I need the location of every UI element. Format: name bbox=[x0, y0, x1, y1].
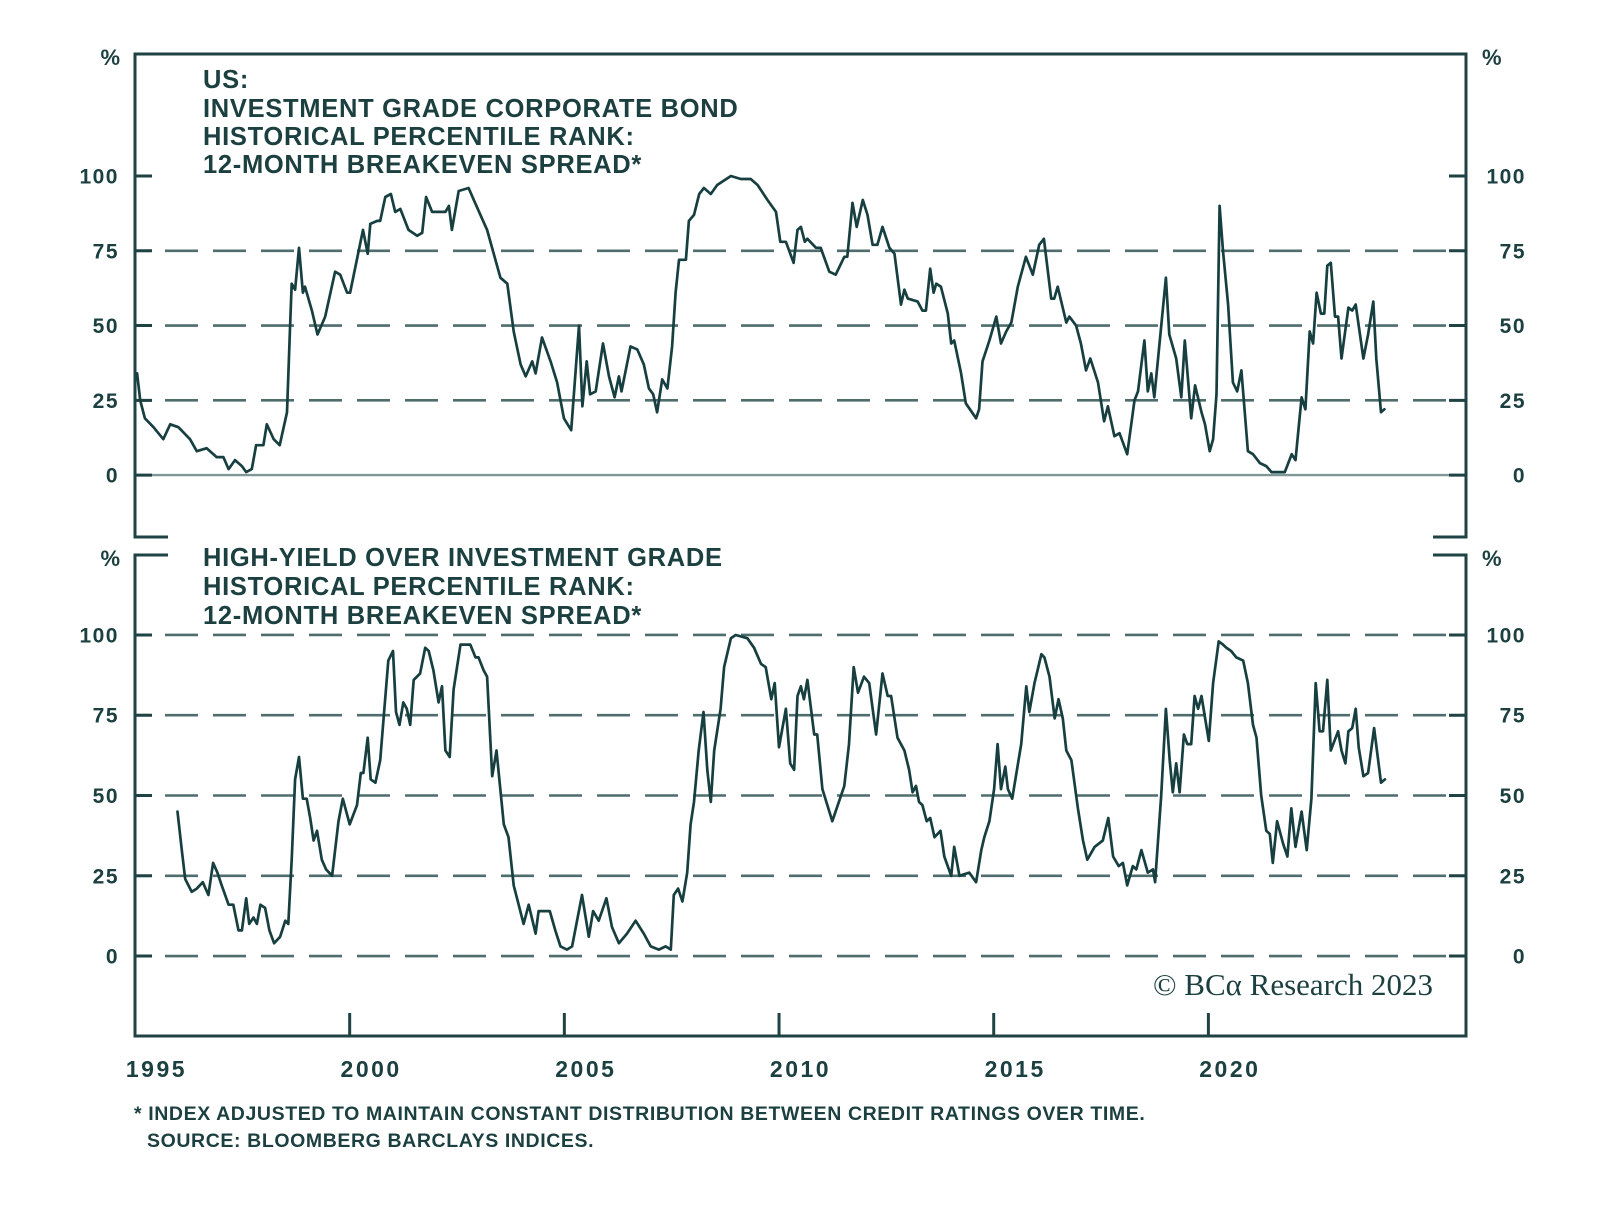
x-tick-label: 2000 bbox=[341, 1056, 402, 1082]
panel-frame bbox=[133, 553, 1468, 1038]
panel-investment-grade: 0 0 25 25 50 50 75 75 100 100%% bbox=[79, 45, 1526, 539]
y-tick-label-left: 50 bbox=[93, 315, 119, 338]
y-tick-label-right: 75 bbox=[1500, 705, 1526, 728]
y-tick-label-left: 50 bbox=[93, 785, 119, 808]
y-tick-label-right: 25 bbox=[1500, 390, 1526, 413]
top-title-line-4: 12-MONTH BREAKEVEN SPREAD* bbox=[203, 151, 642, 179]
y-unit-label-right: % bbox=[1482, 45, 1502, 70]
x-tick-label: 2010 bbox=[770, 1056, 831, 1082]
y-tick-label-left: 0 bbox=[106, 946, 119, 969]
x-tick-label: 1995 bbox=[126, 1056, 187, 1082]
y-tick-label-right: 75 bbox=[1500, 240, 1526, 263]
y-tick-label-right: 25 bbox=[1500, 865, 1526, 888]
y-tick-label-left: 75 bbox=[93, 240, 119, 263]
copyright-notice: © BCα Research 2023 bbox=[1153, 967, 1433, 1002]
y-tick-label-right: 0 bbox=[1513, 946, 1526, 969]
bottom-title-line-2: HISTORICAL PERCENTILE RANK: bbox=[203, 573, 635, 601]
footnote-line-2: SOURCE: BLOOMBERG BARCLAYS INDICES. bbox=[147, 1130, 594, 1152]
top-panel-title: US: INVESTMENT GRADE CORPORATE BOND HIST… bbox=[203, 66, 739, 179]
top-title-line-2: INVESTMENT GRADE CORPORATE BOND bbox=[203, 95, 739, 123]
y-tick-label-left: 25 bbox=[93, 390, 119, 413]
series-line-top bbox=[135, 174, 1386, 474]
series-line-bottom bbox=[176, 633, 1387, 951]
x-axis: 1995 2000 2005 2010 2015 2020 bbox=[126, 1013, 1260, 1082]
bottom-panel-title: HIGH-YIELD OVER INVESTMENT GRADE HISTORI… bbox=[203, 544, 723, 630]
panel-frame bbox=[133, 52, 1468, 539]
y-unit-label-right: % bbox=[1482, 546, 1502, 571]
panel-high-yield-over-investment-grade: 0 0 25 25 50 50 75 75 100 100%% bbox=[79, 546, 1526, 1038]
y-tick-label-right: 100 bbox=[1486, 624, 1526, 647]
y-tick-label-right: 50 bbox=[1500, 315, 1526, 338]
y-tick-label-left: 0 bbox=[106, 465, 119, 488]
y-tick-label-right: 50 bbox=[1500, 785, 1526, 808]
top-title-line-1: US: bbox=[203, 66, 249, 94]
footnote-line-1: * INDEX ADJUSTED TO MAINTAIN CONSTANT DI… bbox=[134, 1103, 1145, 1125]
y-tick-label-right: 0 bbox=[1513, 465, 1526, 488]
y-tick-label-left: 75 bbox=[93, 705, 119, 728]
y-tick-label-left: 100 bbox=[79, 624, 119, 647]
x-tick-label: 2005 bbox=[555, 1056, 616, 1082]
x-tick-label: 2015 bbox=[985, 1056, 1046, 1082]
y-unit-label-left: % bbox=[100, 45, 120, 70]
y-tick-label-left: 25 bbox=[93, 865, 119, 888]
top-title-line-3: HISTORICAL PERCENTILE RANK: bbox=[203, 123, 635, 151]
x-tick-label: 2020 bbox=[1199, 1056, 1260, 1082]
y-tick-label-right: 100 bbox=[1486, 166, 1526, 189]
y-tick-label-left: 100 bbox=[79, 166, 119, 189]
bottom-title-line-3: 12-MONTH BREAKEVEN SPREAD* bbox=[203, 602, 642, 630]
bottom-title-line-1: HIGH-YIELD OVER INVESTMENT GRADE bbox=[203, 544, 723, 572]
y-unit-label-left: % bbox=[100, 546, 120, 571]
